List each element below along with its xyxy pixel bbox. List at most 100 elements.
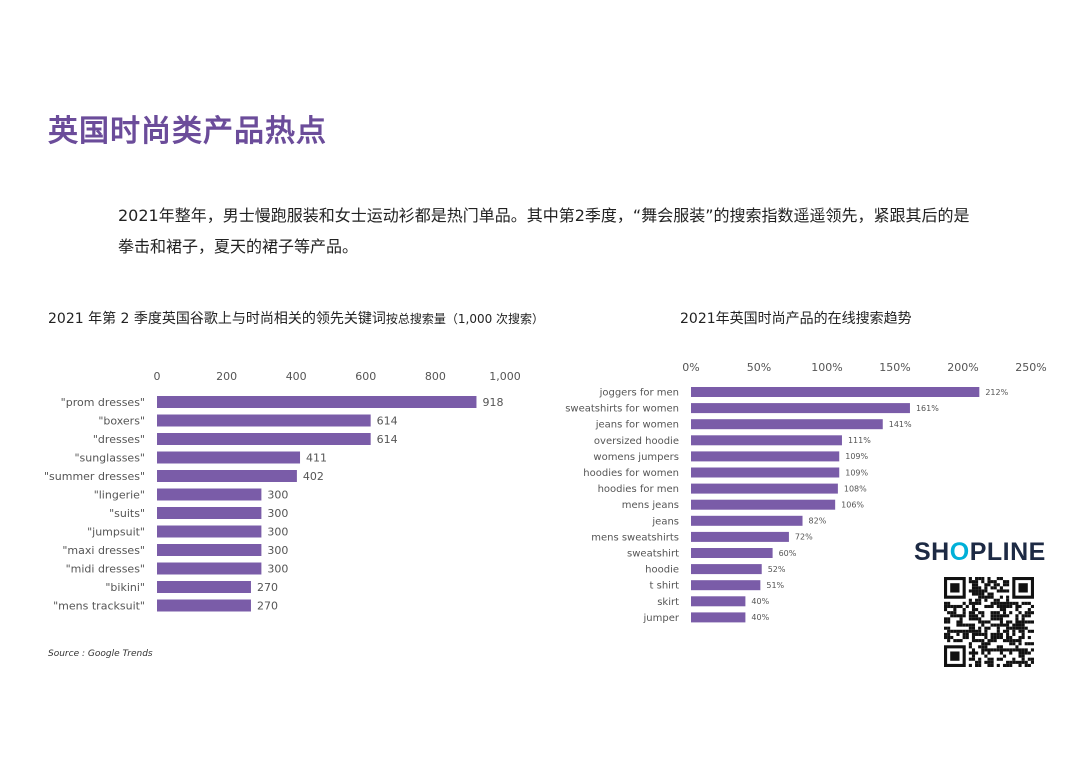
chart1-value-label: 300 (267, 544, 288, 557)
chart2-bar (691, 387, 980, 397)
qr-module (1024, 626, 1028, 630)
qr-module (1024, 660, 1028, 664)
qr-module (1006, 614, 1010, 618)
qr-module (1024, 601, 1028, 605)
qr-module (984, 654, 988, 658)
qr-module (996, 623, 1000, 627)
chart2-category-label: mens jeans (622, 500, 679, 511)
chart1-bar (157, 581, 251, 593)
qr-module (1030, 657, 1034, 661)
qr-module (1021, 601, 1025, 605)
qr-module (1009, 635, 1013, 640)
qr-module (1006, 626, 1010, 630)
chart2-x-tick: 100% (811, 361, 842, 374)
qr-module (947, 639, 951, 643)
qr-module (999, 657, 1003, 661)
qr-module (944, 601, 948, 605)
qr-module (984, 620, 988, 624)
qr-module (968, 601, 972, 605)
qr-module (993, 601, 997, 605)
qr-module (962, 614, 966, 618)
qr-module (975, 639, 979, 643)
qr-module (962, 635, 966, 640)
chart1-bar (157, 433, 371, 445)
qr-module (990, 595, 994, 599)
chart2-value-label: 106% (841, 501, 864, 510)
qr-module (987, 595, 991, 599)
qr-module (1018, 639, 1022, 643)
qr-module (1009, 604, 1013, 609)
qr-module (996, 589, 1000, 593)
qr-module (1027, 629, 1031, 633)
chart2-bar (691, 419, 883, 430)
qr-module (956, 623, 960, 627)
qr-module (990, 623, 994, 627)
qr-module (996, 626, 1000, 630)
qr-module (1009, 642, 1013, 646)
qr-module (999, 635, 1003, 640)
qr-module (996, 645, 1000, 649)
qr-module (981, 611, 985, 615)
qr-module (999, 577, 1003, 581)
qr-module (1006, 623, 1010, 627)
qr-module (1030, 604, 1034, 609)
chart2-x-tick: 200% (947, 361, 978, 374)
qr-module (1015, 623, 1019, 627)
page-title: 英国时尚类产品热点 (48, 114, 327, 149)
chart1-value-label: 918 (482, 396, 503, 409)
qr-module (1009, 660, 1013, 664)
qr-module (959, 639, 963, 643)
qr-module (990, 611, 994, 615)
qr-module (1006, 604, 1010, 609)
qr-module (984, 586, 988, 590)
qr-module (944, 632, 948, 636)
chart1-category-label: "bikini" (105, 581, 145, 594)
qr-module (1012, 660, 1016, 664)
chart1-bar (157, 396, 477, 408)
qr-module (981, 623, 985, 627)
chart1-value-label: 411 (306, 451, 327, 464)
chart1-category-label: "sunglasses" (74, 451, 145, 464)
qr-module (978, 626, 982, 630)
chart2-category-label: jeans (651, 516, 679, 527)
qr-module (1018, 654, 1022, 658)
qr-module (1009, 626, 1013, 630)
qr-module (971, 635, 976, 640)
qr-module (1006, 632, 1010, 636)
qr-module (947, 611, 951, 615)
qr-module (981, 639, 985, 643)
qr-module (1027, 651, 1031, 655)
qr-module (1009, 611, 1013, 615)
chart2-category-label: hoodies for men (598, 484, 679, 495)
brand-part-2: PLINE (969, 538, 1046, 566)
chart2-category-label: hoodies for women (583, 468, 679, 479)
qr-module (944, 626, 948, 630)
qr-module (1009, 648, 1013, 652)
qr-module (971, 657, 976, 661)
chart2-category-label: hoodie (645, 565, 679, 576)
qr-module (1021, 651, 1025, 655)
qr-module (1015, 604, 1019, 609)
qr-module (971, 589, 976, 593)
qr-module (959, 623, 963, 627)
qr-module (999, 617, 1003, 621)
qr-module (996, 598, 1000, 602)
qr-module (1012, 657, 1016, 661)
qr-module (996, 601, 1000, 605)
chart2-category-label: sweatshirt (627, 549, 679, 560)
qr-module (981, 580, 985, 584)
qr-module (1015, 614, 1019, 618)
qr-module (1021, 635, 1025, 640)
qr-module (965, 632, 969, 636)
chart1-category-label: "lingerie" (94, 488, 145, 501)
qr-module (1006, 663, 1010, 667)
qr-module (968, 598, 972, 602)
qr-finder-inner (950, 651, 960, 661)
qr-module (950, 614, 954, 618)
qr-module (981, 620, 985, 624)
qr-module (947, 601, 951, 605)
qr-module (999, 632, 1003, 636)
qr-module (996, 583, 1000, 587)
qr-module (1015, 626, 1019, 630)
qr-module (971, 623, 976, 627)
